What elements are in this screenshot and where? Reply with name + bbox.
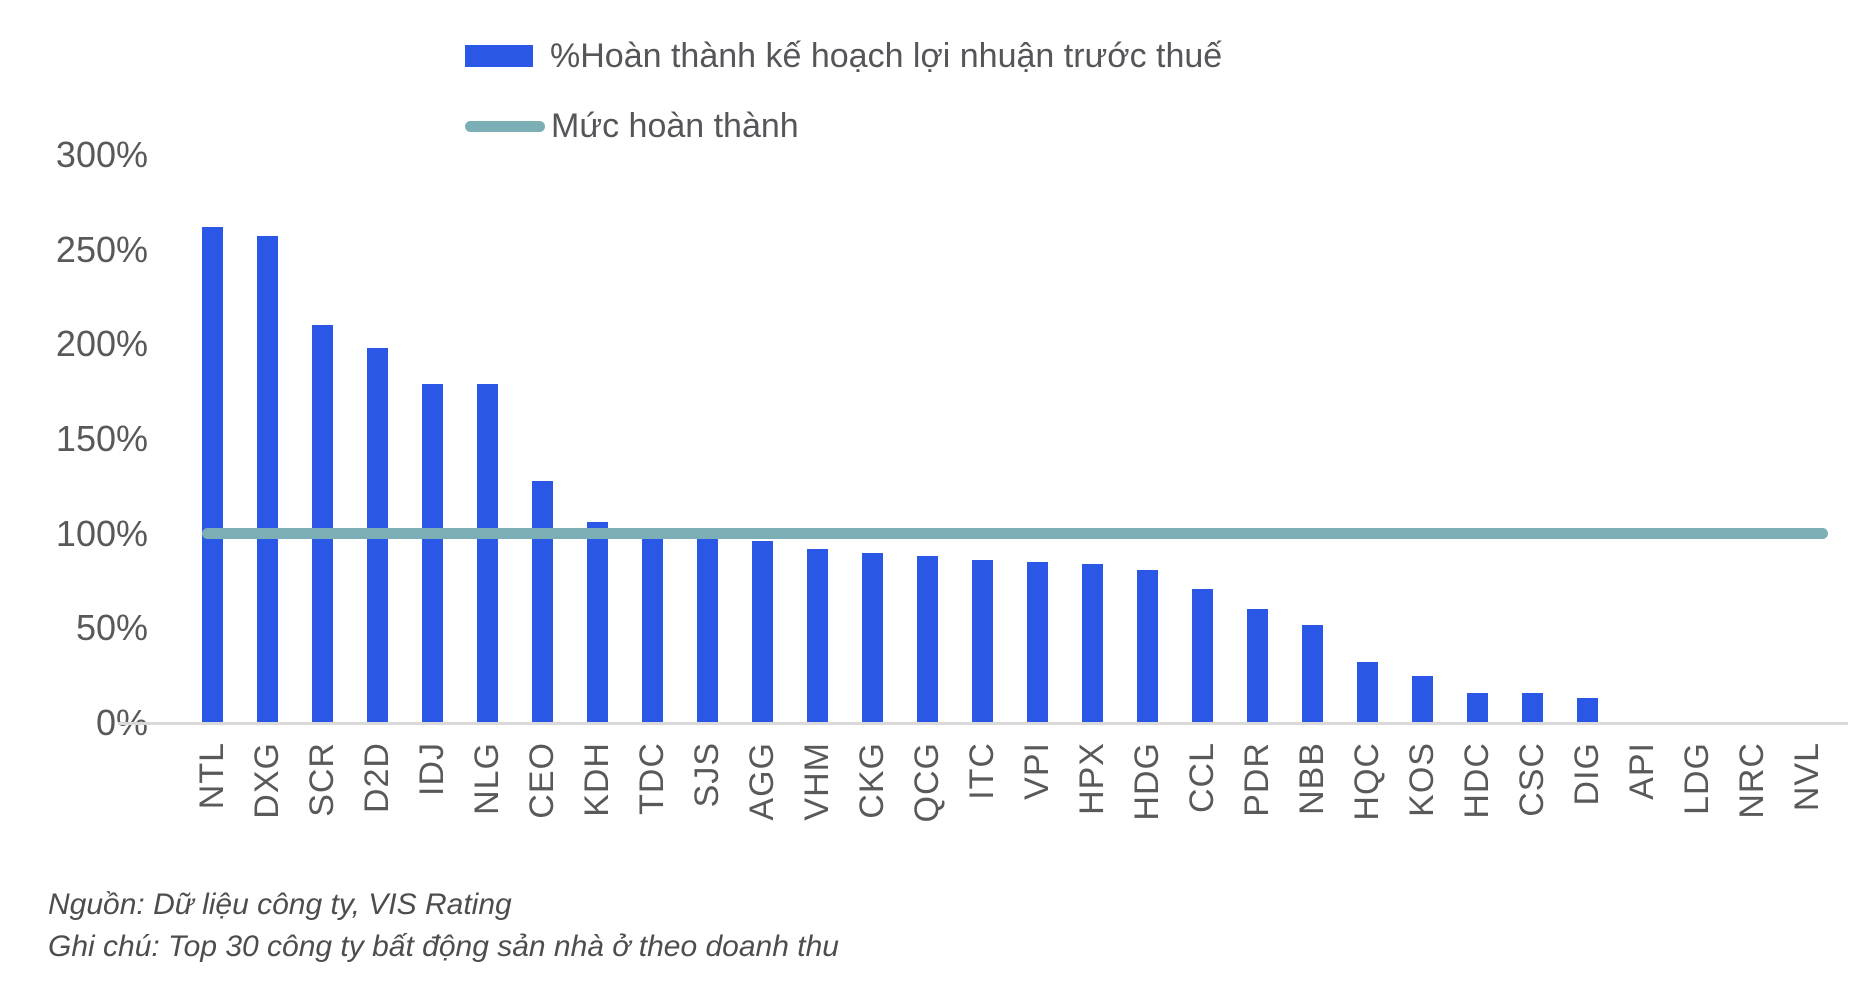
x-tick-label-sjs: SJS bbox=[688, 742, 726, 808]
bar-hpx bbox=[1082, 564, 1103, 723]
x-tick-label-hdc: HDC bbox=[1458, 742, 1496, 819]
bar-hdg bbox=[1137, 570, 1158, 723]
x-tick-label-itc: ITC bbox=[963, 742, 1001, 800]
x-tick-label-nlg: NLG bbox=[468, 742, 506, 815]
footer-note: Ghi chú: Top 30 công ty bất động sản nhà… bbox=[48, 930, 839, 963]
y-tick-label: 300% bbox=[55, 134, 148, 175]
bar-dxg bbox=[257, 236, 278, 723]
x-tick-label-idj: IDJ bbox=[413, 742, 451, 796]
bar-scr bbox=[312, 325, 333, 723]
bar-hqc bbox=[1357, 662, 1378, 723]
x-tick-label-api: API bbox=[1623, 742, 1661, 800]
x-tick-label-dig: DIG bbox=[1568, 742, 1606, 806]
x-tick-label-nbb: NBB bbox=[1293, 742, 1331, 815]
bar-csc bbox=[1522, 693, 1543, 723]
bar-kos bbox=[1412, 676, 1433, 723]
x-tick-label-nrc: NRC bbox=[1733, 742, 1771, 819]
x-tick-label-csc: CSC bbox=[1513, 742, 1551, 817]
bar-kdh bbox=[587, 522, 608, 723]
y-tick-label: 50% bbox=[75, 607, 148, 649]
bar-agg bbox=[752, 541, 773, 723]
target-line bbox=[202, 528, 1828, 539]
y-tick-label: 100% bbox=[55, 512, 148, 554]
bar-itc bbox=[972, 560, 993, 723]
x-tick-label-ckg: CKG bbox=[853, 742, 891, 819]
x-tick-label-ntl: NTL bbox=[193, 742, 231, 810]
x-tick-label-ccl: CCL bbox=[1183, 742, 1221, 814]
y-tick-label: 150% bbox=[55, 418, 148, 459]
x-tick-label-dxg: DXG bbox=[248, 742, 286, 819]
bar-vhm bbox=[807, 549, 828, 723]
x-tick-label-kdh: KDH bbox=[578, 742, 616, 817]
bar-vpi bbox=[1027, 562, 1048, 723]
bar-tdc bbox=[642, 528, 663, 723]
bar-ntl bbox=[202, 227, 223, 723]
bar-idj bbox=[422, 384, 443, 723]
bar-nbb bbox=[1302, 625, 1323, 723]
x-tick-label-vhm: VHM bbox=[798, 742, 836, 821]
x-tick-label-agg: AGG bbox=[743, 742, 781, 821]
bar-nlg bbox=[477, 384, 498, 723]
bar-series-label: %Hoàn thành kế hoạch lợi nhuận trước thu… bbox=[550, 36, 1223, 75]
y-tick-label: 200% bbox=[55, 323, 148, 365]
bar-hdc bbox=[1467, 693, 1488, 723]
bar-sjs bbox=[697, 539, 718, 723]
bar-series-swatch-icon bbox=[465, 45, 533, 67]
target-line-label: Mức hoàn thành bbox=[551, 106, 799, 145]
footer-source: Nguồn: Dữ liệu công ty, VIS Rating bbox=[48, 888, 512, 921]
y-tick-label: 250% bbox=[55, 228, 148, 270]
x-tick-label-ceo: CEO bbox=[523, 742, 561, 819]
x-tick-label-d2d: D2D bbox=[358, 742, 396, 814]
x-tick-label-hdg: HDG bbox=[1128, 742, 1166, 821]
bar-pdr bbox=[1247, 609, 1268, 723]
x-tick-label-kos: KOS bbox=[1403, 742, 1441, 817]
x-tick-label-hpx: HPX bbox=[1073, 742, 1111, 815]
x-tick-label-pdr: PDR bbox=[1238, 742, 1276, 817]
bar-dig bbox=[1577, 698, 1598, 723]
bar-qcg bbox=[917, 556, 938, 723]
x-tick-label-qcg: QCG bbox=[908, 742, 946, 823]
legend-item-target-line: Mức hoàn thành bbox=[465, 104, 1222, 148]
bar-ceo bbox=[532, 481, 553, 723]
bar-ckg bbox=[862, 553, 883, 723]
footer-notes: Nguồn: Dữ liệu công ty, VIS Rating Ghi c… bbox=[48, 884, 839, 968]
x-tick-label-hqc: HQC bbox=[1348, 742, 1386, 821]
legend: %Hoàn thành kế hoạch lợi nhuận trước thu… bbox=[465, 34, 1222, 148]
x-tick-label-vpi: VPI bbox=[1018, 742, 1056, 800]
x-tick-label-nvl: NVL bbox=[1788, 742, 1826, 812]
x-tick-label-tdc: TDC bbox=[633, 742, 671, 815]
x-tick-label-scr: SCR bbox=[303, 742, 341, 817]
x-axis-line bbox=[118, 722, 1848, 725]
legend-item-bar-series: %Hoàn thành kế hoạch lợi nhuận trước thu… bbox=[465, 34, 1222, 78]
x-tick-label-ldg: LDG bbox=[1678, 742, 1716, 815]
bar-ccl bbox=[1192, 589, 1213, 723]
target-line-swatch-icon bbox=[465, 120, 545, 132]
